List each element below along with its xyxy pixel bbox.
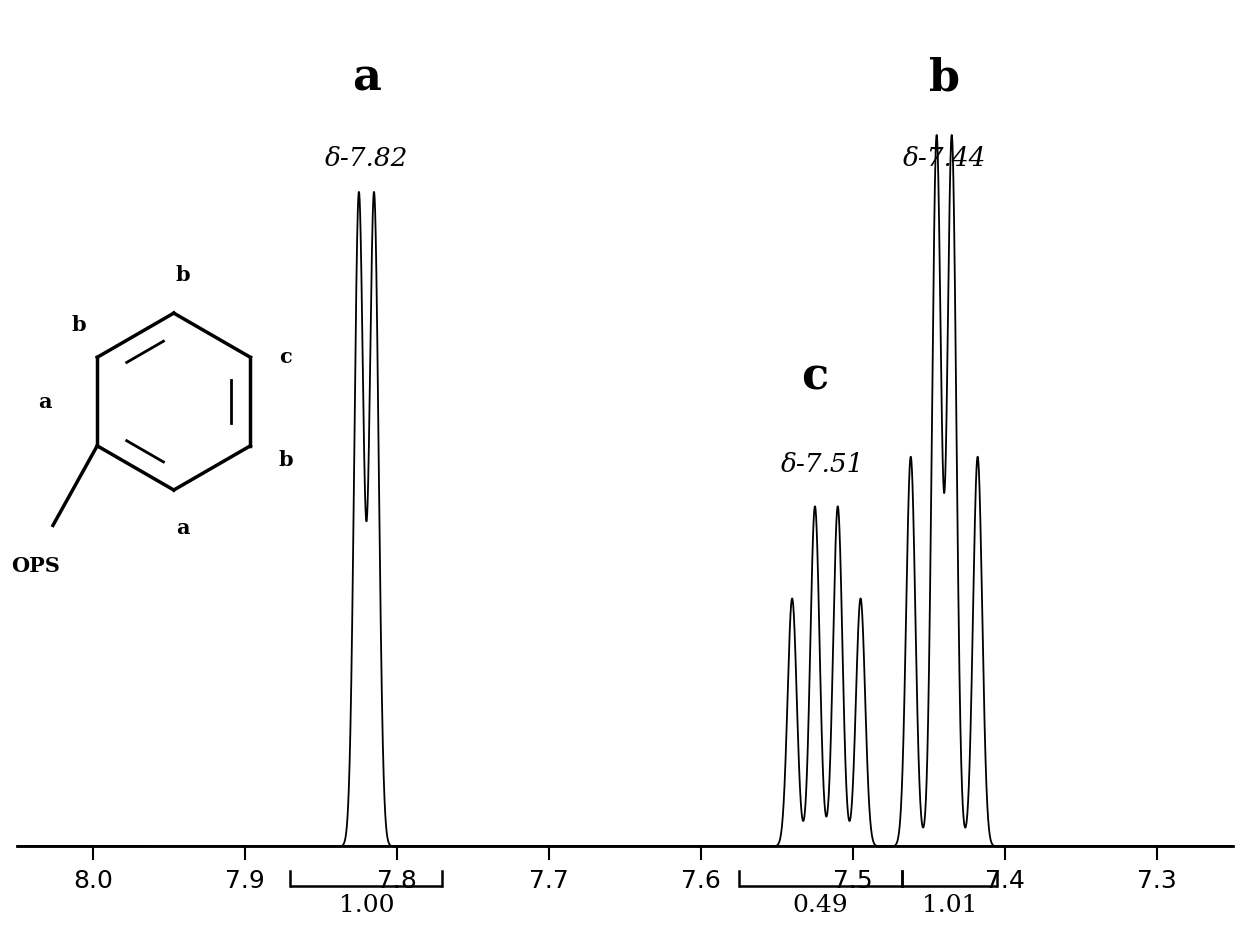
Text: δ-7.51: δ-7.51 <box>781 452 864 477</box>
Text: 0.49: 0.49 <box>792 895 848 917</box>
Text: δ-7.44: δ-7.44 <box>903 145 986 170</box>
Text: 1.01: 1.01 <box>921 895 977 917</box>
Text: δ-7.82: δ-7.82 <box>325 145 408 170</box>
Text: b: b <box>929 56 960 99</box>
Text: c: c <box>801 356 828 398</box>
Text: 1.00: 1.00 <box>339 895 394 917</box>
Text: a: a <box>352 56 381 99</box>
